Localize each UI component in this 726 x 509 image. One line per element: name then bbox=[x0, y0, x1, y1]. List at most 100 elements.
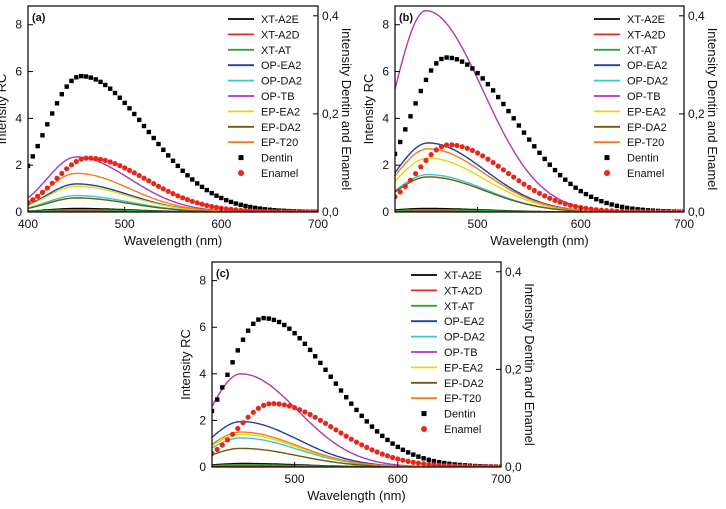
y-tick-label: 4 bbox=[382, 111, 389, 125]
series-dentin-point bbox=[307, 347, 313, 353]
y-tick-label: 0 bbox=[199, 460, 206, 474]
series-enamel-point bbox=[629, 209, 635, 212]
series-enamel-point bbox=[155, 183, 162, 189]
series-dentin-point bbox=[195, 181, 200, 186]
y-tick-label: 2 bbox=[382, 158, 389, 172]
series-enamel-point bbox=[441, 463, 447, 467]
legend-label: XT-AT bbox=[444, 301, 475, 313]
legend: XT-A2E XT-A2D XT-AT OP-EA2 OP-DA2 OP-TB EP-EA2… bbox=[228, 14, 302, 180]
chart-panel-2: 500 600 700 0 2 4 6 8 0,0 0,2 0,4 Wavelength (nm) In… bbox=[361, 5, 720, 248]
series-dentin-point bbox=[30, 154, 35, 159]
series-dentin-point bbox=[364, 419, 369, 424]
series-enamel-point bbox=[650, 209, 656, 212]
series-dentin-point bbox=[190, 177, 195, 182]
series-enamel-point bbox=[402, 183, 408, 189]
series-enamel-point bbox=[415, 460, 421, 466]
series-dentin-point bbox=[88, 75, 93, 80]
series-dentin-point bbox=[35, 143, 40, 149]
series-dentin-point bbox=[413, 101, 418, 106]
legend-label: Dentin bbox=[261, 153, 293, 165]
series-enamel-point bbox=[500, 167, 506, 173]
series-dentin-point bbox=[408, 114, 413, 119]
y-tick-label: 2 bbox=[15, 158, 22, 172]
series-enamel-point bbox=[397, 189, 403, 195]
x-tick-label: 500 bbox=[468, 217, 488, 231]
legend-label: OP-TB bbox=[627, 91, 661, 103]
y-tick-label: 6 bbox=[15, 65, 22, 79]
series-dentin-point bbox=[511, 116, 516, 121]
series-enamel-point bbox=[457, 463, 463, 467]
y2-tick-label: 0,0 bbox=[688, 205, 705, 219]
series-enamel-point bbox=[107, 159, 113, 165]
series-enamel-point bbox=[459, 144, 465, 150]
x-tick-label: 700 bbox=[491, 472, 511, 486]
series-enamel-point bbox=[247, 208, 253, 212]
series-enamel-point bbox=[112, 161, 118, 167]
series-enamel-point bbox=[297, 407, 303, 413]
series-enamel-point bbox=[593, 207, 599, 212]
y-tick-label: 0 bbox=[382, 205, 389, 219]
series-enamel-point bbox=[475, 150, 481, 156]
x-tick-label: 500 bbox=[115, 217, 135, 231]
series-dentin-point bbox=[578, 188, 583, 194]
x-tick-label: 700 bbox=[308, 217, 328, 231]
series-dentin-point bbox=[630, 206, 635, 211]
series-dentin-point bbox=[398, 139, 403, 145]
series-dentin-point bbox=[490, 88, 496, 93]
legend-label: XT-A2E bbox=[444, 270, 482, 282]
series-enamel-point bbox=[281, 402, 287, 408]
y-tick-label: 0 bbox=[15, 205, 22, 219]
series-enamel-point bbox=[39, 189, 46, 195]
legend-label: OP-DA2 bbox=[627, 76, 668, 88]
series-dentin-point bbox=[141, 123, 147, 129]
y2-tick-label: 0,2 bbox=[322, 107, 339, 121]
series-enamel-point bbox=[562, 201, 568, 207]
series-dentin-point bbox=[442, 460, 447, 466]
series-enamel-point bbox=[214, 446, 220, 453]
series-dentin-point bbox=[161, 147, 166, 152]
series-dentin-point bbox=[385, 437, 390, 443]
series-dentin-point bbox=[103, 82, 108, 88]
series-dentin-point bbox=[245, 328, 251, 333]
series-dentin-point bbox=[54, 101, 60, 106]
series-dentin-point bbox=[220, 385, 225, 390]
series-enamel-point bbox=[212, 450, 215, 457]
series-dentin-point bbox=[444, 55, 449, 60]
series-enamel-point bbox=[209, 203, 215, 210]
series-dentin-point bbox=[112, 90, 118, 96]
series-dentin-point bbox=[251, 321, 256, 326]
series-enamel-point bbox=[410, 459, 416, 465]
series-dentin-point bbox=[588, 194, 594, 199]
series-dentin-point bbox=[563, 177, 568, 182]
series-enamel-point bbox=[28, 200, 31, 206]
series-enamel-point bbox=[645, 209, 651, 212]
series-enamel-point bbox=[170, 191, 176, 197]
legend-label: EP-T20 bbox=[444, 393, 481, 405]
series-dentin-point bbox=[235, 348, 240, 353]
series-enamel-point bbox=[35, 193, 41, 199]
series-dentin-point bbox=[209, 190, 214, 196]
series-enamel-point bbox=[431, 462, 437, 467]
series-dentin-point bbox=[313, 354, 318, 359]
x-tick-label: 700 bbox=[674, 217, 694, 231]
legend-swatch bbox=[421, 426, 427, 432]
series-dentin-point bbox=[459, 59, 465, 64]
series-enamel-points bbox=[395, 142, 684, 212]
series-enamel-point bbox=[126, 167, 133, 173]
series-enamel-point bbox=[317, 417, 323, 423]
series-enamel-point bbox=[338, 430, 344, 436]
y-axis-label: Intensity RC bbox=[0, 74, 9, 145]
legend-label: Dentin bbox=[627, 153, 659, 165]
series-enamel-points bbox=[212, 401, 501, 467]
series-enamel-point bbox=[117, 163, 123, 169]
series-dentin-point bbox=[344, 395, 349, 400]
series-dentin-point bbox=[292, 331, 297, 336]
legend-label: EP-EA2 bbox=[261, 106, 300, 118]
series-enamel-point bbox=[438, 144, 444, 150]
series-dentin-point bbox=[230, 360, 235, 365]
series-enamel-point bbox=[405, 458, 411, 464]
series-enamel-point bbox=[604, 208, 610, 212]
series-enamel-point bbox=[93, 155, 99, 162]
series-enamel-point bbox=[238, 207, 244, 212]
series-op-ea2-line bbox=[212, 420, 501, 467]
